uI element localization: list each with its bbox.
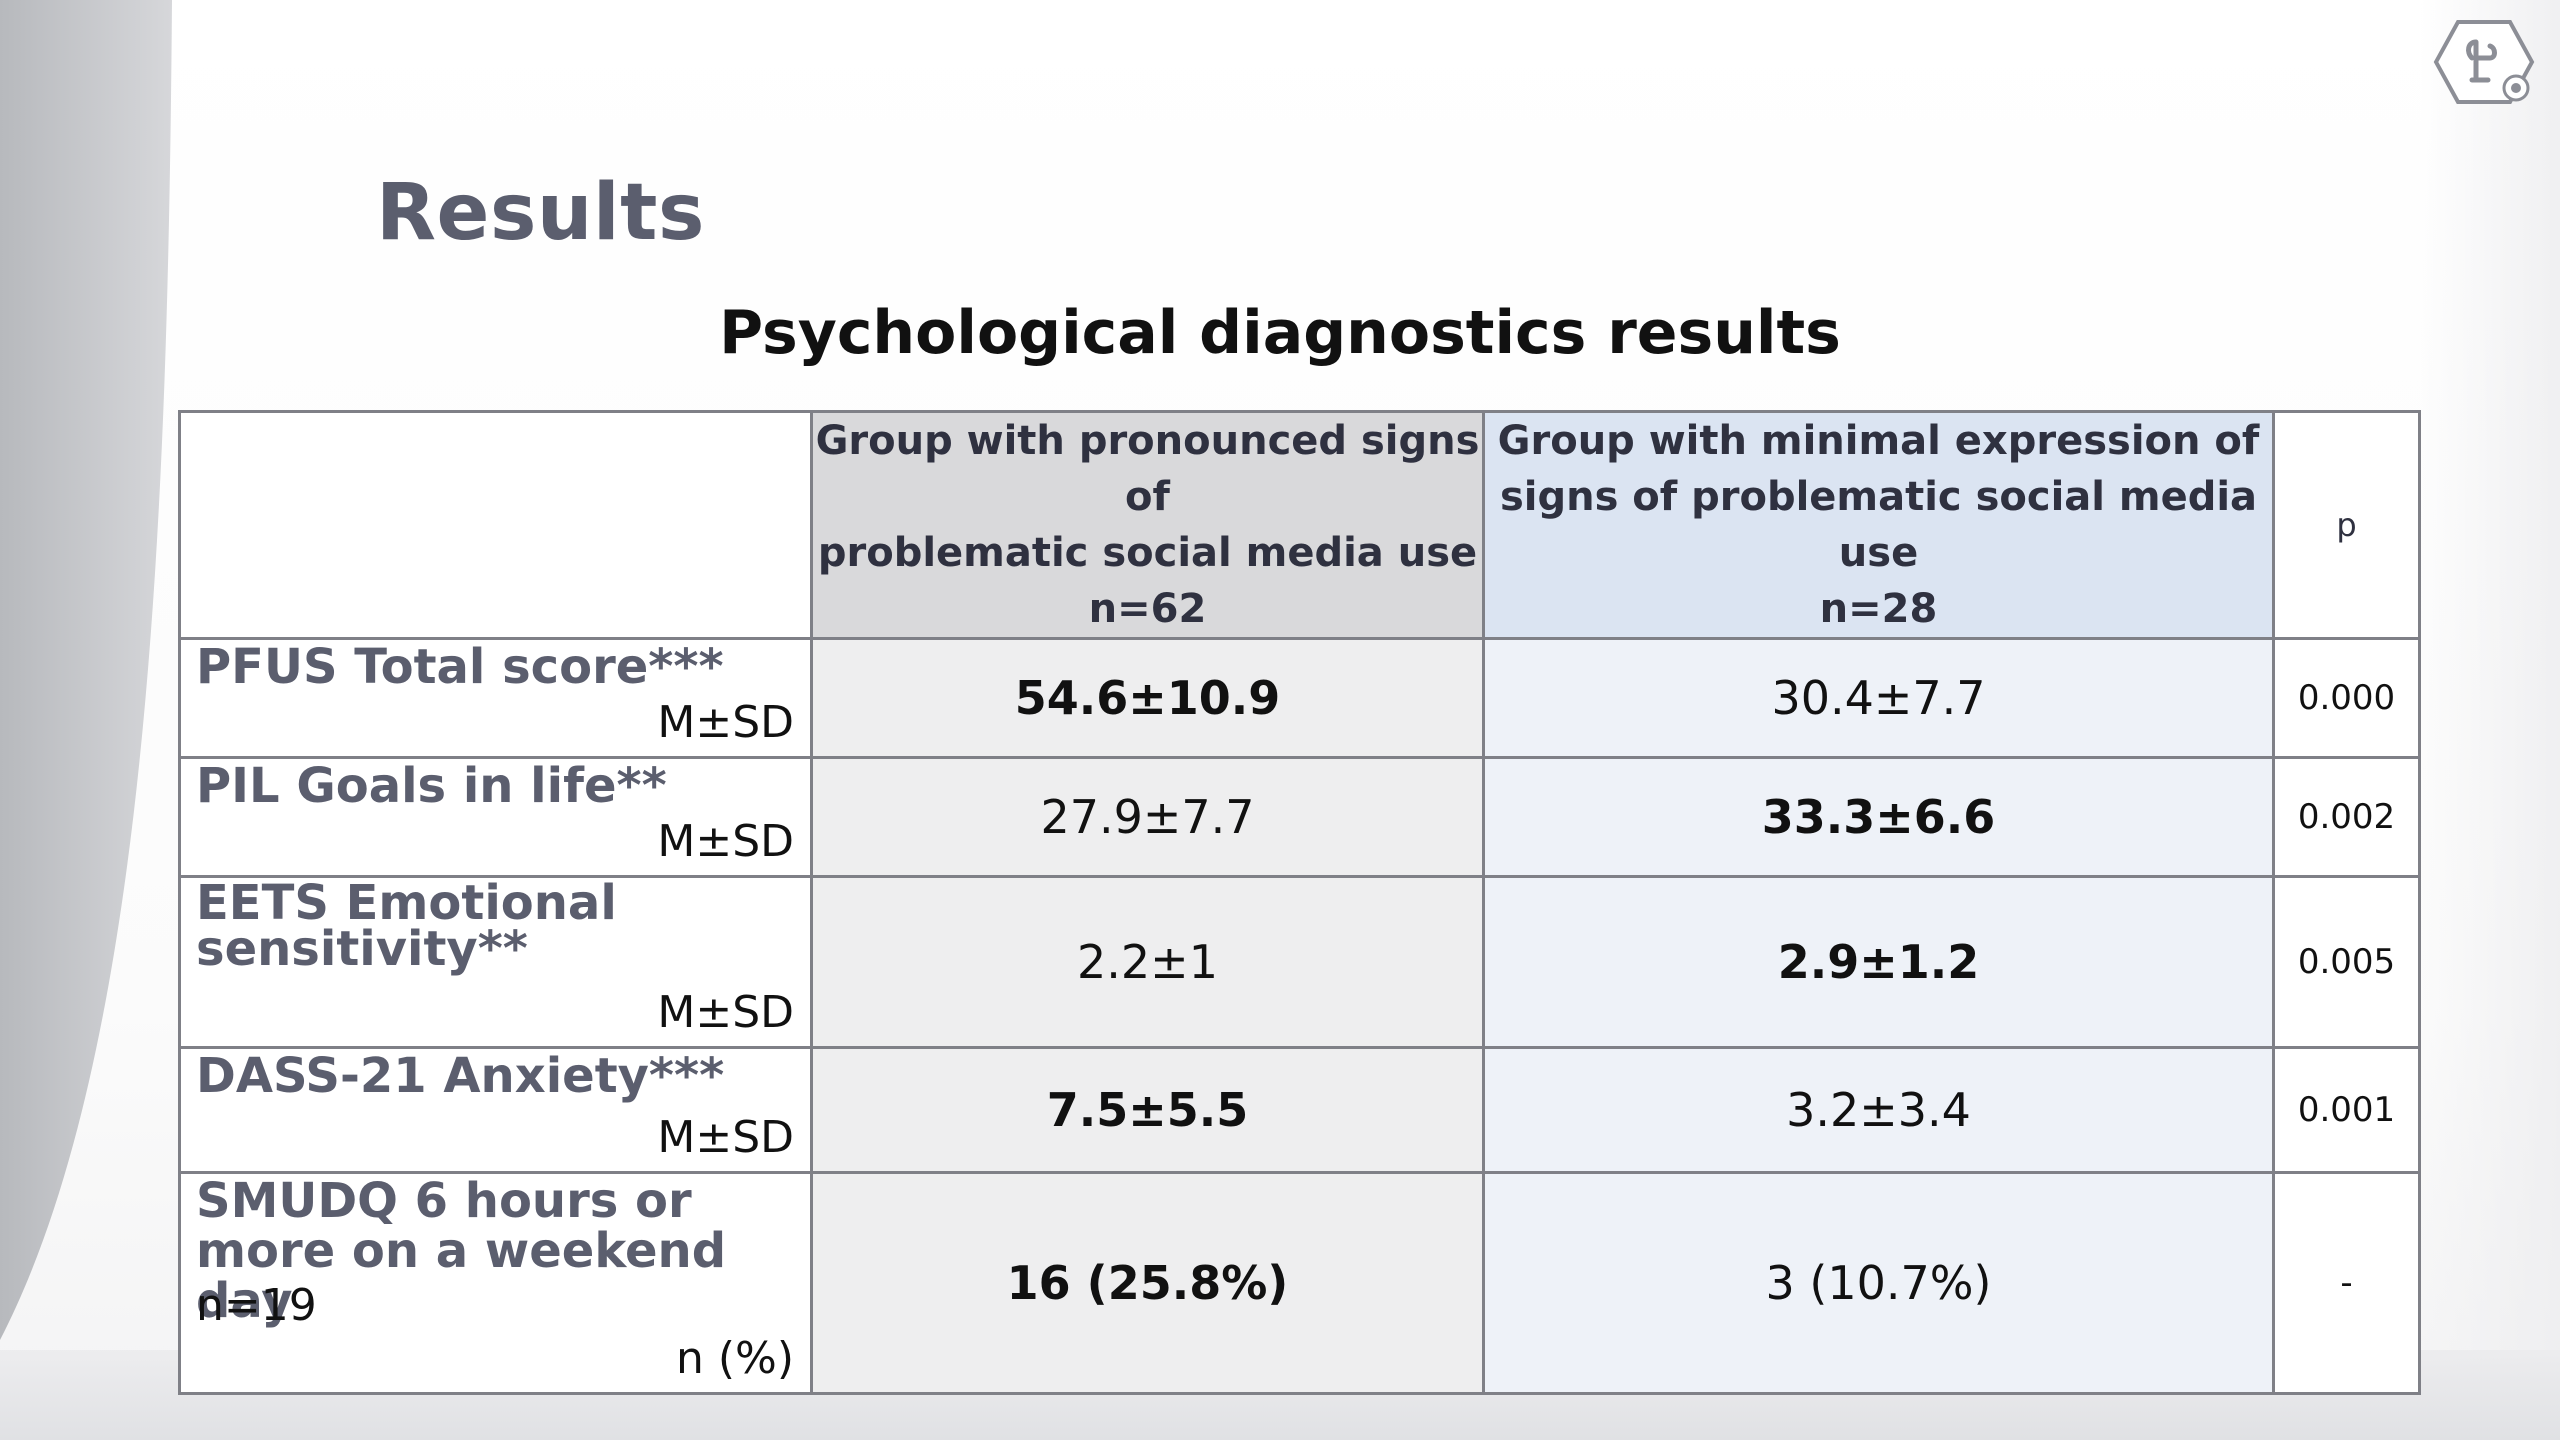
row-sublabel: n=19 [196, 1280, 317, 1331]
row-label: EETS Emotional sensitivity** [196, 875, 617, 977]
header-group-pronounced-line2: problematic social media use [817, 530, 1478, 576]
p-value: 0.001 [2272, 1046, 2421, 1174]
p-value: - [2272, 1171, 2421, 1395]
table-row: PIL Goals in life** M±SD 27.9±7.7 33.3±6… [178, 756, 2421, 878]
right-edge-shade [2420, 0, 2560, 1440]
page-title: Results [376, 168, 705, 258]
row-label: PIL Goals in life** [196, 758, 667, 814]
group-pronounced-value: 27.9±7.7 [810, 756, 1485, 878]
results-table: Group with pronounced signs of problemat… [178, 410, 2421, 1395]
group-minimal-value: 3.2±3.4 [1482, 1046, 2275, 1174]
header-group-pronounced-n: n=62 [1088, 586, 1207, 632]
row-label-cell: SMUDQ 6 hours or more on a weekend day n… [178, 1171, 813, 1395]
hexagon-logo-icon [2433, 20, 2535, 104]
header-group-minimal-line2: signs of problematic social media use [1499, 474, 2258, 576]
p-value: 0.002 [2272, 756, 2421, 878]
p-value: 0.005 [2272, 875, 2421, 1049]
header-group-pronounced: Group with pronounced signs of problemat… [810, 410, 1485, 640]
p-value: 0.000 [2272, 637, 2421, 759]
table-row: PFUS Total score*** M±SD 54.6±10.9 30.4±… [178, 637, 2421, 759]
table-title: Psychological diagnostics results [719, 298, 1841, 368]
group-minimal-value: 33.3±6.6 [1482, 756, 2275, 878]
header-empty-cell [178, 410, 813, 640]
table-row: DASS-21 Anxiety*** M±SD 7.5±5.5 3.2±3.4 … [178, 1046, 2421, 1174]
group-pronounced-value: 7.5±5.5 [810, 1046, 1485, 1174]
group-minimal-value: 30.4±7.7 [1482, 637, 2275, 759]
left-decorative-swoosh [0, 0, 172, 1340]
group-pronounced-value: 54.6±10.9 [810, 637, 1485, 759]
header-group-pronounced-line1: Group with pronounced signs of [815, 418, 1480, 520]
group-minimal-value: 3 (10.7%) [1482, 1171, 2275, 1395]
header-group-minimal-line1: Group with minimal expression of [1497, 418, 2260, 464]
header-group-minimal: Group with minimal expression of signs o… [1482, 410, 2275, 640]
row-unit: M±SD [657, 987, 794, 1038]
row-unit: M±SD [657, 1112, 794, 1163]
table-header-row: Group with pronounced signs of problemat… [178, 410, 2421, 640]
group-minimal-value: 2.9±1.2 [1482, 875, 2275, 1049]
table-row: SMUDQ 6 hours or more on a weekend day n… [178, 1171, 2421, 1395]
row-label-cell: PFUS Total score*** M±SD [178, 637, 813, 759]
row-label-cell: PIL Goals in life** M±SD [178, 756, 813, 878]
header-group-minimal-n: n=28 [1819, 586, 1938, 632]
row-label-cell: EETS Emotional sensitivity** M±SD [178, 875, 813, 1049]
group-pronounced-value: 16 (25.8%) [810, 1171, 1485, 1395]
row-label-cell: DASS-21 Anxiety*** M±SD [178, 1046, 813, 1174]
row-label: SMUDQ 6 hours or more on a weekend day [196, 1173, 727, 1329]
row-label: PFUS Total score*** [196, 639, 724, 695]
row-label: DASS-21 Anxiety*** [196, 1048, 725, 1104]
row-unit: M±SD [657, 697, 794, 748]
row-unit: n (%) [675, 1333, 794, 1384]
table-row: EETS Emotional sensitivity** M±SD 2.2±1 … [178, 875, 2421, 1049]
header-p-value: p [2272, 410, 2421, 640]
row-unit: M±SD [657, 816, 794, 867]
group-pronounced-value: 2.2±1 [810, 875, 1485, 1049]
